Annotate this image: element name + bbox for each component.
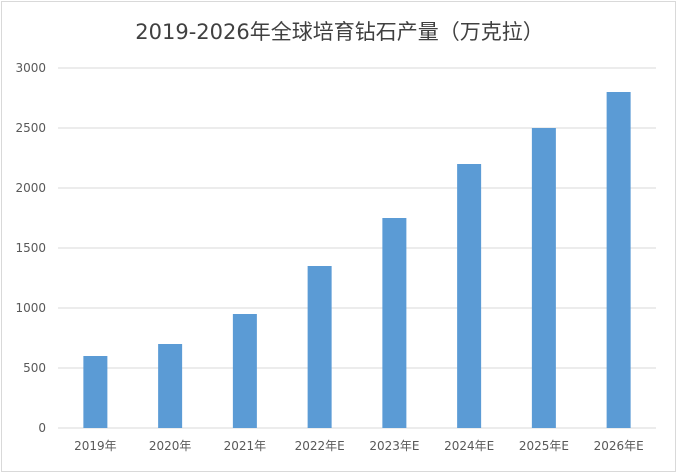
y-tick-label: 500 [23,361,46,375]
y-tick-label: 1000 [15,301,46,315]
x-tick-label: 2021年 [224,439,267,453]
bar [232,314,257,428]
bar [158,344,183,428]
bar [457,164,482,428]
y-tick-label: 0 [38,421,46,435]
y-tick-label: 2500 [15,121,46,135]
bar [382,218,407,428]
bar [307,266,332,428]
x-tick-label: 2023年E [369,439,419,453]
x-tick-label: 2019年 [74,439,117,453]
x-tick-label: 2020年 [149,439,192,453]
x-tick-label: 2024年E [444,439,494,453]
chart-title: 2019-2026年全球培育钻石产量（万克拉） [135,20,544,44]
bar [531,128,556,428]
y-tick-label: 3000 [15,61,46,75]
bar [83,356,108,428]
x-tick-label: 2025年E [519,439,569,453]
x-tick-label: 2022年E [295,439,345,453]
bar [606,92,631,428]
x-tick-label: 2026年E [594,439,644,453]
y-tick-label: 2000 [15,181,46,195]
y-tick-label: 1500 [15,241,46,255]
